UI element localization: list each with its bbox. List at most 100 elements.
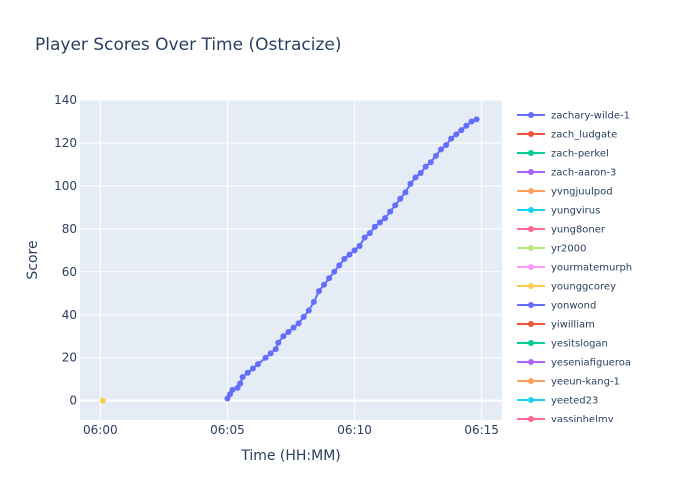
data-point: [448, 135, 455, 142]
y-tick-label: 140: [54, 93, 77, 107]
data-point: [267, 350, 274, 357]
legend-label: younggcorey: [551, 282, 616, 293]
data-point: [244, 369, 251, 376]
legend-swatch-marker: [528, 302, 534, 308]
legend-swatch-marker: [528, 112, 534, 118]
data-point: [315, 288, 322, 295]
legend-item[interactable]: yesitslogan: [517, 339, 608, 350]
legend-item[interactable]: zach_ludgate: [517, 130, 617, 141]
legend-item[interactable]: zach-aaron-3: [517, 168, 616, 179]
series-younggcorey: [99, 397, 106, 404]
legend-swatch-marker: [528, 264, 534, 270]
data-point: [417, 170, 424, 177]
data-point: [99, 397, 106, 404]
legend-item[interactable]: yeseniafigueroa: [517, 358, 631, 369]
data-point: [382, 215, 389, 222]
y-tick-label: 0: [69, 394, 77, 408]
legend-item[interactable]: zachary-wilde-1: [517, 111, 630, 122]
series-line: [226, 118, 477, 400]
data-point: [275, 339, 282, 346]
legend-item[interactable]: younggcorey: [517, 282, 616, 293]
legend-swatch-marker: [528, 131, 534, 137]
legend-label: yassinhelmy: [551, 415, 614, 426]
grid: [80, 99, 502, 420]
data-point: [412, 174, 419, 181]
data-point: [310, 298, 317, 305]
x-axis-label: Time (HH:MM): [240, 448, 341, 464]
data-point: [341, 255, 348, 262]
legend-item[interactable]: yr2000: [517, 244, 586, 255]
data-point: [249, 365, 256, 372]
data-point: [346, 251, 353, 258]
legend[interactable]: zachary-wilde-1 zach_ludgate zach-perkel za…: [517, 111, 632, 426]
legend-label: zach-aaron-3: [551, 168, 616, 179]
data-point: [280, 333, 287, 340]
legend-label: yvngjuulpod: [551, 187, 613, 198]
legend-label: yeeted23: [551, 396, 598, 407]
y-tick-label: 40: [62, 308, 77, 322]
axis-ticks: 0 20 40 60 80 100 120 140 06:00 06:05 06:10 06:15: [54, 93, 499, 437]
data-point: [351, 247, 358, 254]
data-point: [262, 354, 269, 361]
data-point: [473, 116, 480, 123]
legend-swatch-marker: [528, 321, 534, 327]
legend-swatch-marker: [528, 283, 534, 289]
legend-swatch-marker: [528, 169, 534, 175]
legend-item[interactable]: yeeun-kang-1: [517, 377, 620, 388]
data-point: [290, 324, 297, 331]
data-point: [305, 307, 312, 314]
data-point: [356, 243, 363, 250]
legend-swatch-marker: [528, 150, 534, 156]
data-point: [463, 122, 470, 129]
data-point: [407, 180, 414, 187]
series-lines: [99, 116, 480, 404]
data-point: [229, 386, 236, 393]
legend-label: zach-perkel: [551, 149, 609, 160]
legend-label: yiwilliam: [551, 320, 595, 331]
data-point: [331, 268, 338, 275]
legend-item[interactable]: yourmatemurph: [517, 263, 632, 274]
legend-item[interactable]: yvngjuulpod: [517, 187, 613, 198]
legend-item[interactable]: yungvirus: [517, 206, 600, 217]
y-tick-label: 120: [54, 136, 77, 150]
series-zachary-wilde-1: [224, 116, 480, 402]
data-point: [239, 374, 246, 381]
legend-label: yeeun-kang-1: [551, 377, 620, 388]
data-point: [371, 223, 378, 230]
legend-swatch-marker: [528, 207, 534, 213]
legend-label: yourmatemurph: [551, 263, 632, 274]
data-point: [427, 159, 434, 166]
legend-label: yesitslogan: [551, 339, 608, 350]
data-point: [321, 281, 328, 288]
y-axis-label: Score: [25, 240, 41, 279]
legend-item[interactable]: zach-perkel: [517, 149, 609, 160]
legend-item[interactable]: yassinhelmy: [517, 415, 614, 426]
chart-title: Player Scores Over Time (Ostracize): [35, 35, 342, 55]
data-point: [254, 361, 261, 368]
x-tick-label: 06:05: [210, 423, 245, 437]
data-point: [237, 380, 244, 387]
legend-swatch-marker: [528, 359, 534, 365]
legend-swatch-marker: [528, 397, 534, 403]
data-point: [422, 163, 429, 170]
y-tick-label: 20: [62, 351, 77, 365]
legend-label: zachary-wilde-1: [551, 111, 630, 122]
legend-item[interactable]: yiwilliam: [517, 320, 595, 331]
data-point: [326, 275, 333, 282]
y-tick-label: 80: [62, 222, 77, 236]
legend-swatch-marker: [528, 416, 534, 422]
data-point: [453, 131, 460, 138]
legend-swatch-marker: [528, 378, 534, 384]
data-point: [432, 152, 439, 159]
data-point: [437, 146, 444, 153]
legend-item[interactable]: yeeted23: [517, 396, 598, 407]
y-tick-label: 100: [54, 179, 77, 193]
legend-item[interactable]: yonwond: [517, 301, 596, 312]
x-tick-label: 06:15: [464, 423, 499, 437]
legend-swatch-marker: [528, 188, 534, 194]
legend-item[interactable]: yung8oner: [517, 225, 606, 236]
data-point: [443, 142, 450, 149]
y-tick-label: 60: [62, 265, 77, 279]
x-tick-label: 06:00: [83, 423, 118, 437]
